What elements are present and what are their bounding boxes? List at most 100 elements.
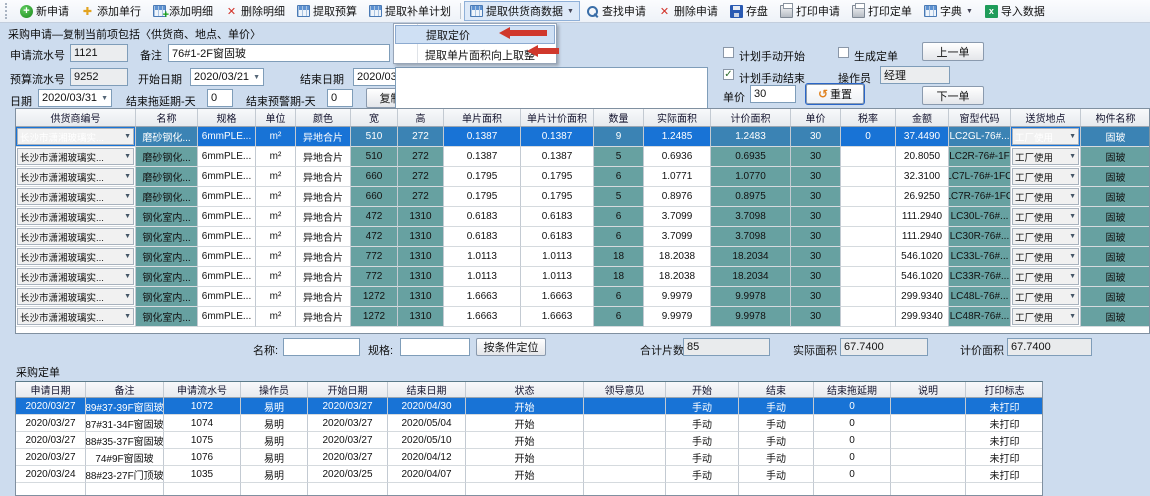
plan-manual-start-checkbox[interactable] <box>723 47 734 58</box>
column-header[interactable]: 状态 <box>466 382 584 398</box>
column-header[interactable]: 备注 <box>86 382 164 398</box>
reset-button[interactable]: ↺ 重置 <box>805 83 865 105</box>
delivery-location-combobox[interactable]: 工厂使用 ▼ <box>1012 148 1079 165</box>
order-row[interactable] <box>16 483 1042 495</box>
remark-field[interactable]: 76#1-2F窗固玻 <box>168 44 390 62</box>
column-header[interactable]: 金额 <box>896 109 949 127</box>
table-row[interactable]: 长沙市潇湘玻璃实... ▼ 磨砂钢化... 6mmPLE... m² 异地合片 660 272… <box>16 167 1149 187</box>
toolbar-button-extract-supplier-data[interactable]: 提取供货商数据 ▼ <box>464 1 580 21</box>
column-header[interactable]: 申请日期 <box>16 382 86 398</box>
end-warning-field[interactable]: 0 <box>327 89 353 107</box>
unit-price-field[interactable]: 30 <box>750 85 796 103</box>
table-row[interactable]: 长沙市潇湘玻璃实... ▼ 磨砂钢化... 6mmPLE... m² 异地合片 510 272… <box>16 127 1149 147</box>
supplier-combobox[interactable]: 长沙市潇湘玻璃实... ▼ <box>17 168 134 185</box>
delivery-location-combobox[interactable]: 工厂使用 ▼ <box>1012 228 1079 245</box>
column-header[interactable]: 构件名称 <box>1081 109 1149 127</box>
table-row[interactable]: 长沙市潇湘玻璃实... ▼ 磨砂钢化... 6mmPLE... m² 异地合片 660 272… <box>16 187 1149 207</box>
menu-item-extract-round-up[interactable]: 提取单片面积向上取整 <box>425 49 535 62</box>
toolbar-button-print-request[interactable]: 打印申请 <box>774 1 846 21</box>
column-header[interactable]: 税率 <box>841 109 896 127</box>
column-header[interactable]: 单位 <box>256 109 296 127</box>
supplier-combobox[interactable]: 长沙市潇湘玻璃实... ▼ <box>17 288 134 305</box>
column-header[interactable]: 送货地点 <box>1011 109 1081 127</box>
start-date-field[interactable]: 2020/03/21 ▼ <box>190 68 264 86</box>
table-row[interactable]: 长沙市潇湘玻璃实... ▼ 钢化室内... 6mmPLE... m² 异地合片 1272 13… <box>16 307 1149 327</box>
table-row[interactable]: 长沙市潇湘玻璃实... ▼ 钢化室内... 6mmPLE... m² 异地合片 772 131… <box>16 247 1149 267</box>
toolbar-button-dictionary[interactable]: 字典 ▼ <box>918 1 979 21</box>
delivery-location-combobox[interactable]: 工厂使用 ▼ <box>1012 188 1079 205</box>
delivery-location-combobox[interactable]: 工厂使用 ▼ <box>1012 288 1079 305</box>
budget-no-field[interactable]: 9252 <box>70 68 128 86</box>
generate-order-checkbox[interactable] <box>838 47 849 58</box>
table-row[interactable]: 长沙市潇湘玻璃实... ▼ 钢化室内... 6mmPLE... m² 异地合片 472 131… <box>16 227 1149 247</box>
column-header[interactable]: 开始日期 <box>308 382 388 398</box>
supplier-combobox[interactable]: 长沙市潇湘玻璃实... ▼ <box>17 308 134 325</box>
table-row[interactable]: 长沙市潇湘玻璃实... ▼ 钢化室内... 6mmPLE... m² 异地合片 472 131… <box>16 207 1149 227</box>
supplier-combobox[interactable]: 长沙市潇湘玻璃实... ▼ <box>17 228 134 245</box>
next-order-button[interactable]: 下一单 <box>922 86 984 105</box>
delivery-location-combobox[interactable]: 工厂使用 ▼ <box>1012 248 1079 265</box>
toolbar-button-import-data[interactable]: 导入数据 <box>979 1 1051 21</box>
delivery-location-combobox[interactable]: 工厂使用 ▼ <box>1012 268 1079 285</box>
supplier-combobox[interactable]: 长沙市潇湘玻璃实... ▼ <box>17 208 134 225</box>
toolbar-button-print-order[interactable]: 打印定单 <box>846 1 918 21</box>
toolbar-button-extract-supplement-plan[interactable]: 提取补单计划 <box>363 1 457 21</box>
date-field[interactable]: 2020/03/31 ▼ <box>38 89 112 107</box>
column-header[interactable]: 操作员 <box>241 382 308 398</box>
locate-by-condition-button[interactable]: 按条件定位 <box>476 338 546 356</box>
column-header[interactable]: 结束拖延期 <box>814 382 891 398</box>
column-header[interactable]: 打印标志 <box>966 382 1042 398</box>
column-header[interactable]: 申请流水号 <box>164 382 241 398</box>
column-header[interactable]: 颜色 <box>296 109 351 127</box>
toolbar-button-extract-budget[interactable]: 提取预算 <box>291 1 363 21</box>
supplier-combobox[interactable]: 长沙市潇湘玻璃实... ▼ <box>17 148 134 165</box>
column-header[interactable]: 宽 <box>351 109 398 127</box>
column-header[interactable]: 高 <box>398 109 444 127</box>
table-row[interactable]: 长沙市潇湘玻璃实... ▼ 钢化室内... 6mmPLE... m² 异地合片 1272 13… <box>16 287 1149 307</box>
supplier-combobox[interactable]: 长沙市潇湘玻璃实... ▼ <box>17 128 134 145</box>
operator-field[interactable]: 经理 <box>880 66 950 84</box>
supplier-combobox[interactable]: 长沙市潇湘玻璃实... ▼ <box>17 248 134 265</box>
column-header[interactable]: 单片计价面积 <box>521 109 594 127</box>
locate-name-input[interactable] <box>283 338 360 356</box>
order-row[interactable]: 2020/03/27 87#31-34F窗固玻 1074 易明 2020/03/27 20… <box>16 415 1042 432</box>
end-delay-field[interactable]: 0 <box>207 89 233 107</box>
delivery-location-combobox[interactable]: 工厂使用 ▼ <box>1012 208 1079 225</box>
column-header[interactable]: 规格 <box>198 109 256 127</box>
column-header[interactable]: 开始 <box>666 382 739 398</box>
toolbar-button-save[interactable]: 存盘 <box>724 1 774 21</box>
column-header[interactable]: 计价面积 <box>711 109 791 127</box>
locate-spec-input[interactable] <box>400 338 470 356</box>
order-row[interactable]: 2020/03/27 88#35-37F窗固玻 1075 易明 2020/03/27 20… <box>16 432 1042 449</box>
menu-item-extract-pricing[interactable]: 提取定价 <box>395 25 555 44</box>
toolbar-button-add-detail[interactable]: 添加明细 <box>147 1 219 21</box>
toolbar-button-add-row[interactable]: 添加单行 <box>75 1 147 21</box>
column-header[interactable]: 领导意见 <box>584 382 666 398</box>
column-header[interactable]: 单片面积 <box>444 109 521 127</box>
column-header[interactable]: 数量 <box>594 109 644 127</box>
chevron-down-icon[interactable]: ▼ <box>101 94 108 102</box>
order-row[interactable]: 2020/03/27 74#9F窗固玻 1076 易明 2020/03/27 2020/0… <box>16 449 1042 466</box>
toolbar-button-delete-request[interactable]: 删除申请 <box>652 1 724 21</box>
table-row[interactable]: 长沙市潇湘玻璃实... ▼ 钢化室内... 6mmPLE... m² 异地合片 772 131… <box>16 267 1149 287</box>
column-header[interactable]: 结束 <box>739 382 814 398</box>
column-header[interactable]: 结束日期 <box>388 382 466 398</box>
table-row[interactable]: 长沙市潇湘玻璃实... ▼ 磨砂钢化... 6mmPLE... m² 异地合片 510 272… <box>16 147 1149 167</box>
delivery-location-combobox[interactable]: 工厂使用 ▼ <box>1012 128 1079 145</box>
request-no-field[interactable]: 1121 <box>70 44 128 62</box>
chevron-down-icon[interactable]: ▼ <box>253 73 260 81</box>
supplier-combobox[interactable]: 长沙市潇湘玻璃实... ▼ <box>17 268 134 285</box>
toolbar-button-find-request[interactable]: 查找申请 <box>580 1 652 21</box>
column-header[interactable]: 名称 <box>136 109 198 127</box>
column-header[interactable]: 说明 <box>891 382 966 398</box>
column-header[interactable]: 窗型代码 <box>949 109 1011 127</box>
order-row[interactable]: 2020/03/27 89#37-39F窗固玻 1072 易明 2020/03/27 20… <box>16 398 1042 415</box>
supplier-combobox[interactable]: 长沙市潇湘玻璃实... ▼ <box>17 188 134 205</box>
toolbar-button-new-request[interactable]: 新申请 <box>14 1 75 21</box>
column-header[interactable]: 单价 <box>791 109 841 127</box>
toolbar-button-delete-detail[interactable]: 删除明细 <box>219 1 291 21</box>
prev-order-button[interactable]: 上一单 <box>922 42 984 61</box>
delivery-location-combobox[interactable]: 工厂使用 ▼ <box>1012 168 1079 185</box>
order-row[interactable]: 2020/03/24 88#23-27F门顶玻 1035 易明 2020/03/25 20… <box>16 466 1042 483</box>
column-header[interactable]: 供货商编号 <box>16 109 136 127</box>
